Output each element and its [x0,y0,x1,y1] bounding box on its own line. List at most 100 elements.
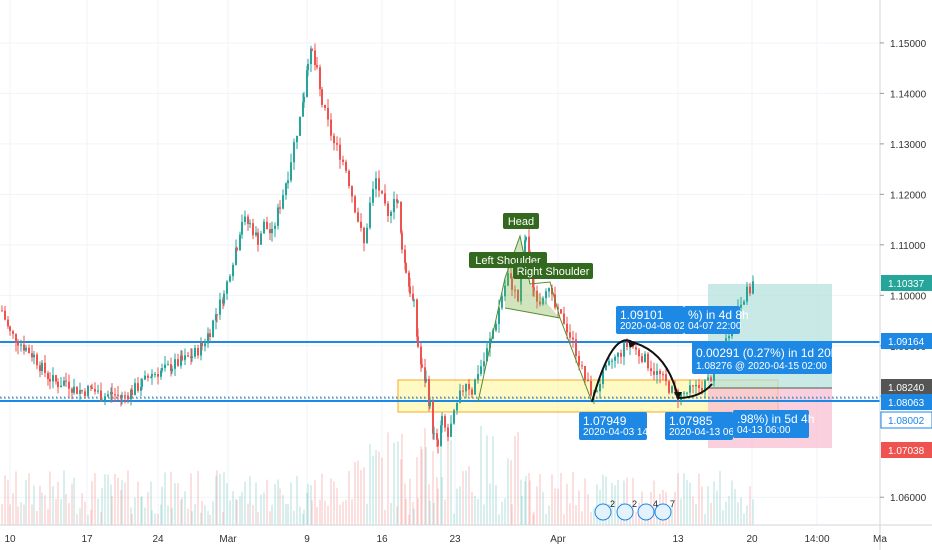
volume-bar [279,488,281,525]
candle-body [307,63,309,70]
candle-body [447,427,449,437]
volume-bar [683,473,685,525]
volume-bar [425,447,427,525]
candle-body [432,401,434,434]
volume-bar [239,496,241,525]
arc-down [631,341,679,399]
candle-body [177,359,179,366]
time-tick-label: 10 [4,534,16,545]
candle-body [303,96,305,103]
candle-body [15,333,17,343]
candle-body [689,385,691,393]
candle-body [695,384,697,387]
candle-body [321,89,323,105]
volume-bar [76,514,78,525]
volume-bar [68,503,70,525]
volume-bar [740,497,742,525]
event-badges[interactable]: 2 2 4 7 [594,499,675,521]
volume-bar [302,513,304,525]
candle-body [127,395,129,400]
candle-body [28,347,30,354]
candle-body [282,195,284,209]
volume-bar [49,471,51,525]
candle-body [626,343,628,348]
candle-body [539,301,541,305]
volume-bar [150,481,152,525]
candle-body [566,323,568,333]
candle-body [311,48,313,51]
volume-bar [293,510,295,525]
volume-bar [310,485,312,525]
candle-body [360,221,362,228]
volume-bar [704,514,706,525]
time-axis[interactable]: 10 17 24 Mar 9 16 23 Apr 13 20 14:00 Ma [0,524,932,545]
candle-body [68,381,70,389]
candle-body [65,380,67,382]
candle-body [76,386,78,394]
price-tag-value: 1.07038 [888,446,925,457]
callout-value: 0.00291 (0.27%) in 1d 20h [696,346,837,360]
volume-bar [209,514,211,525]
volume-bar [596,484,598,525]
volume-bar [52,486,54,525]
price-axis[interactable]: 1.15000 1.14000 1.13000 1.12000 1.11000 1.100… [879,0,932,550]
time-tick-label: Mar [219,534,237,545]
candle-body [150,376,152,378]
volume-bar [689,482,691,525]
candle-body [44,362,46,374]
volume-bar [611,482,613,525]
volume-bar [692,496,694,525]
volume-bar [737,502,739,525]
candle-body [614,356,616,361]
candle-body [381,190,383,194]
candle-body [650,368,652,372]
candle-body [375,178,377,190]
candle-body [456,402,458,411]
volume-bar [94,473,96,525]
volume-bar [306,492,308,525]
candle-body [191,356,193,358]
candle-body [161,368,163,371]
candle-body [49,379,51,382]
candle-body [121,395,123,398]
volume-bar [695,503,697,525]
candle-body [405,263,407,273]
volume-bar [465,470,467,525]
volume-bar [524,481,526,525]
candle-body [25,347,27,351]
volume-bar [200,512,202,525]
volume-bar [677,473,679,525]
volume-bar [578,490,580,525]
candle-body [409,286,411,294]
candle-body [236,248,238,251]
candle-body [63,380,65,386]
candle-body [131,389,133,396]
volume-bar [372,455,374,525]
volume-bar [680,498,682,525]
volume-bar [171,507,173,525]
volume-bar [483,504,485,525]
volume-bar [39,485,41,525]
time-tick-label: 17 [81,534,93,545]
candle-body [459,390,461,403]
volume-bar [97,498,99,525]
candle-body [680,392,682,401]
volume-bar [554,488,556,525]
event-count: 7 [670,499,675,509]
candle-body [471,389,473,395]
volume-bar [140,497,142,525]
candle-body [55,375,57,382]
volume-bar [229,500,231,525]
candle-body [504,285,506,297]
candle-body [194,347,196,357]
volume-bar [207,510,209,525]
volume-bar [480,426,482,525]
candle-body [441,416,443,426]
candle-body [285,183,287,196]
candle-body [468,383,470,390]
volume-bar [354,461,356,525]
volume-bar [560,472,562,525]
